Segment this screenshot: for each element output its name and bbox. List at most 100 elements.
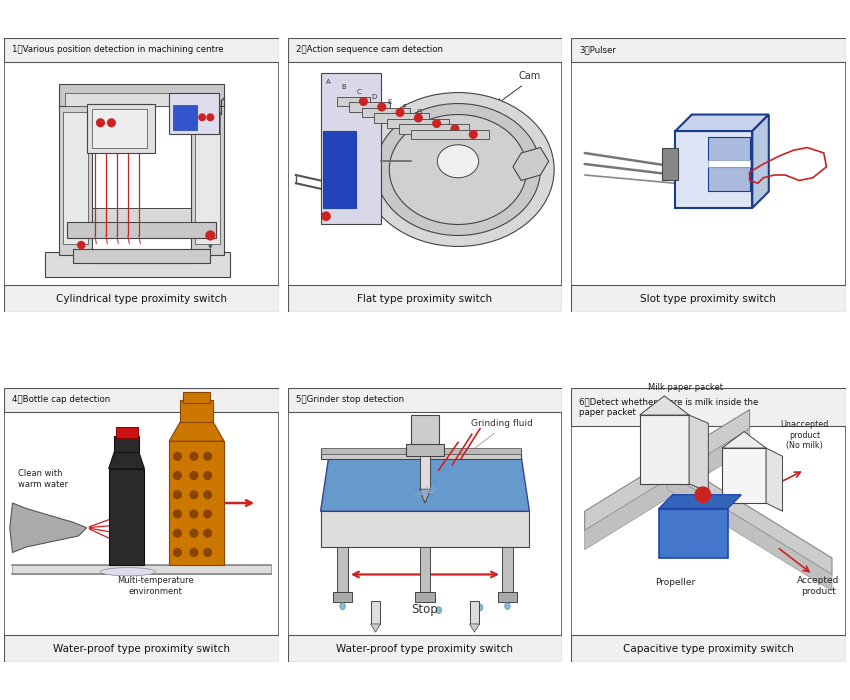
Bar [4,38,279,62]
Bar [320,74,381,225]
Bar [287,388,563,412]
Bar [571,285,846,312]
Polygon shape [585,410,750,531]
Circle shape [190,529,198,537]
Polygon shape [9,503,87,552]
Text: B: B [342,84,346,90]
Circle shape [190,491,198,498]
Circle shape [206,231,215,240]
Bar [173,105,196,130]
Bar [337,547,348,594]
Bar [708,160,750,167]
Polygon shape [659,495,741,508]
Bar [362,108,410,118]
Circle shape [199,114,206,120]
Bar [109,469,144,565]
Bar [191,104,224,255]
Text: Clean with
warm water: Clean with warm water [18,469,68,489]
Bar [571,388,846,426]
Bar [374,113,429,122]
Text: Multi-temperature
environment: Multi-temperature environment [117,576,194,596]
Circle shape [204,472,212,480]
Polygon shape [320,456,530,511]
Bar [169,92,218,134]
Bar [287,635,563,662]
Bar [114,435,139,452]
Bar [349,102,390,112]
Text: 2、Action sequence cam detection: 2、Action sequence cam detection [296,46,443,55]
Circle shape [695,487,711,503]
Ellipse shape [100,568,156,576]
Bar [60,104,92,255]
Bar [116,428,138,438]
Polygon shape [420,489,430,503]
Bar [92,208,191,222]
Ellipse shape [505,603,510,610]
Text: Slot type proximity switch: Slot type proximity switch [640,294,776,304]
Circle shape [173,549,181,557]
Bar [405,444,445,456]
Bar [169,441,224,565]
Circle shape [378,103,386,111]
Text: Grinding fluid: Grinding fluid [471,419,533,428]
Text: Capacitive type proximity switch: Capacitive type proximity switch [623,644,794,654]
Bar [333,592,352,602]
Circle shape [173,472,181,480]
Ellipse shape [389,115,527,225]
Text: C: C [357,89,361,95]
Bar [180,400,213,422]
Text: 1、Various position detection in machining centre: 1、Various position detection in machinin… [13,46,224,55]
Circle shape [204,529,212,537]
Text: 5、Grinder stop detection: 5、Grinder stop detection [296,395,404,405]
Ellipse shape [403,125,513,214]
Bar [676,131,752,208]
Bar [639,415,689,484]
Polygon shape [585,429,750,550]
Text: Cylindrical type proximity switch: Cylindrical type proximity switch [56,294,227,304]
Polygon shape [766,448,783,511]
Text: Propeller: Propeller [655,578,695,587]
Text: 3、Pulser: 3、Pulser [579,46,616,55]
Text: Water-proof type proximity switch: Water-proof type proximity switch [337,644,513,654]
Circle shape [204,452,212,460]
Text: Cam: Cam [518,71,541,80]
Bar [498,592,517,602]
Text: E: E [387,99,392,105]
Circle shape [97,119,105,127]
Text: Water-proof type proximity switch: Water-proof type proximity switch [54,644,230,654]
Polygon shape [169,422,224,441]
Bar [420,456,430,489]
Polygon shape [676,115,768,131]
Bar [320,449,521,459]
Bar [87,104,156,153]
Text: Flat type proximity switch: Flat type proximity switch [358,294,492,304]
Bar [320,448,521,454]
Text: 6、Detect whether there is milk inside the
paper packet: 6、Detect whether there is milk inside th… [579,397,758,416]
Bar [708,136,750,161]
Ellipse shape [436,607,441,614]
Circle shape [190,472,198,480]
Bar [411,415,439,448]
Text: G: G [416,109,422,115]
Bar [4,635,279,662]
Text: Stop: Stop [411,603,439,616]
Circle shape [190,549,198,557]
Circle shape [77,241,85,248]
Bar [420,547,430,594]
Polygon shape [722,432,766,448]
Circle shape [204,549,212,557]
Circle shape [469,131,477,139]
Text: Milk paper packet: Milk paper packet [648,384,722,392]
Text: A: A [326,79,332,85]
Bar [287,285,563,312]
Polygon shape [469,624,479,632]
Bar [722,448,766,503]
Polygon shape [667,456,832,575]
Ellipse shape [373,606,378,612]
Text: Unaccepted
product
(No milk): Unaccepted product (No milk) [780,420,829,450]
Polygon shape [46,252,230,276]
Polygon shape [513,148,548,181]
Bar [411,130,489,139]
Bar [4,285,279,312]
Ellipse shape [362,92,554,246]
